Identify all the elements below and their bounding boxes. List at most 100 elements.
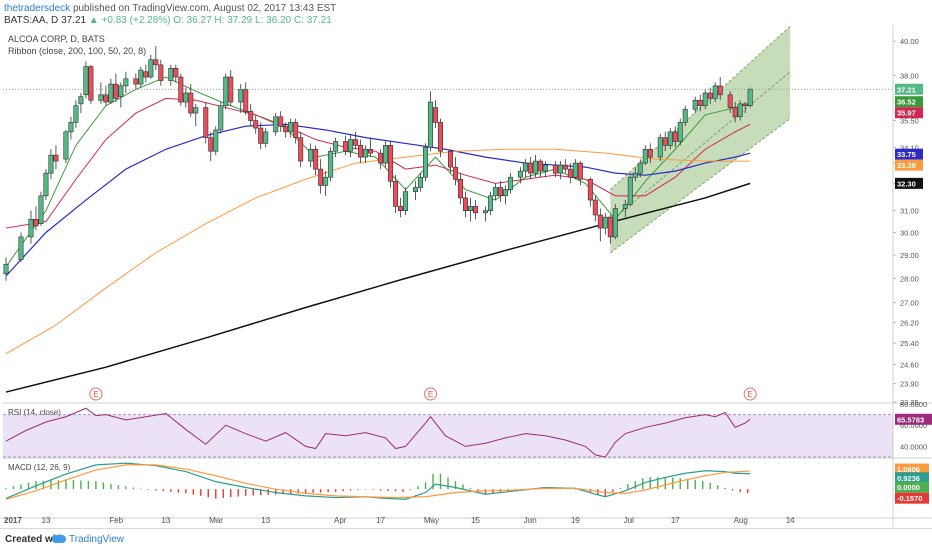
candle (418, 173, 424, 192)
candle (108, 78, 114, 104)
earnings-marker (424, 387, 438, 401)
candle (447, 149, 453, 174)
macd-histogram-bar (207, 489, 209, 498)
candle-body (138, 69, 144, 85)
x-tick-label: 2017 (4, 516, 22, 525)
candle-body (158, 64, 164, 81)
price-label-box (895, 148, 923, 160)
macd-histogram-bar (20, 484, 22, 490)
macd-histogram-bar (117, 485, 120, 490)
candle-body (642, 148, 648, 164)
candle-body (472, 206, 478, 214)
x-tick-label: Jun (524, 516, 537, 525)
candle (677, 118, 683, 146)
candle (223, 73, 229, 110)
macd-histogram-bar (132, 487, 135, 490)
candle (522, 159, 528, 178)
price-label: 36.52 (897, 98, 916, 107)
candle (642, 145, 648, 166)
rsi-value-box (895, 413, 932, 425)
candle-body (28, 219, 34, 238)
macd-histogram-bar (319, 489, 322, 493)
candle-body (487, 195, 493, 211)
candle-body (727, 94, 733, 108)
macd-histogram-bar (634, 481, 636, 490)
candle-body (333, 141, 339, 152)
earnings-marker-label: E (748, 390, 753, 399)
candle (153, 46, 159, 71)
macd-histogram-bar (462, 484, 464, 490)
candle (742, 102, 748, 114)
candle-body (348, 139, 354, 152)
candle-body (423, 146, 429, 178)
symbol-label: BATS:AA, D (4, 15, 59, 26)
candle (333, 137, 339, 158)
y-tick-label: 26.20 (900, 319, 919, 328)
candle (363, 145, 369, 164)
candle (413, 181, 419, 201)
macd-histogram-bar (162, 489, 165, 492)
open-value: O: 36.27 (173, 15, 212, 26)
candle (293, 118, 299, 144)
candle-body (193, 107, 199, 114)
candle (28, 210, 34, 244)
candle-body (657, 137, 663, 158)
macd-histogram-bar (27, 482, 30, 490)
macd-value-label: 1.0806 (897, 465, 920, 474)
candle (253, 114, 259, 134)
macd-histogram-bar (12, 486, 15, 490)
macd-histogram-bar (245, 489, 247, 496)
macd-histogram-bar (664, 477, 666, 490)
tradingview-brand[interactable]: TradingView (69, 534, 125, 545)
macd-histogram-bar (349, 489, 352, 491)
candle-body (428, 101, 434, 148)
y-tick-label: 40.00 (900, 37, 919, 46)
high-value: H: 37.29 (214, 15, 253, 26)
candle (532, 155, 538, 178)
candle-body (413, 187, 419, 192)
footer-divider (0, 528, 932, 529)
candle-body (98, 94, 104, 101)
candle-body (607, 216, 613, 238)
candle-body (63, 131, 69, 160)
x-tick-label: 15 (471, 516, 480, 525)
candle-body (418, 176, 424, 188)
candle-body (113, 83, 119, 99)
candle-body (68, 122, 74, 133)
candle (517, 167, 523, 184)
candle-body (672, 131, 678, 142)
candle (682, 105, 688, 127)
candle (248, 103, 254, 127)
candle (298, 131, 304, 168)
candle-body (173, 68, 179, 78)
candle (657, 133, 663, 162)
y-tick-label: 23.90 (900, 380, 919, 389)
candle (328, 147, 334, 182)
candle (68, 116, 74, 140)
candle-body (278, 116, 284, 127)
legend-title: ALCOA CORP, D, BATS (8, 34, 105, 44)
author-link[interactable]: thetradersdeck (4, 3, 71, 14)
candle-body (447, 150, 453, 168)
macd-histogram-bar (702, 480, 704, 490)
candle (138, 66, 144, 88)
macd-histogram-bar (619, 487, 622, 490)
candle-body (462, 197, 468, 211)
candle-body (38, 195, 44, 224)
x-tick-label: 17 (671, 516, 680, 525)
macd-histogram-bar (364, 489, 367, 490)
candle (433, 100, 439, 129)
candle (78, 93, 84, 114)
macd-histogram-bar (687, 478, 689, 490)
candle (612, 204, 618, 240)
price-label-box (895, 159, 923, 171)
macd-histogram-bar (170, 489, 172, 492)
candle-body (313, 148, 319, 170)
candle-body (73, 105, 79, 123)
earnings-marker (89, 387, 103, 401)
candle-body (492, 187, 498, 197)
candle (98, 82, 104, 104)
candle-body (203, 107, 209, 138)
candle (497, 181, 503, 203)
candle (607, 214, 613, 244)
